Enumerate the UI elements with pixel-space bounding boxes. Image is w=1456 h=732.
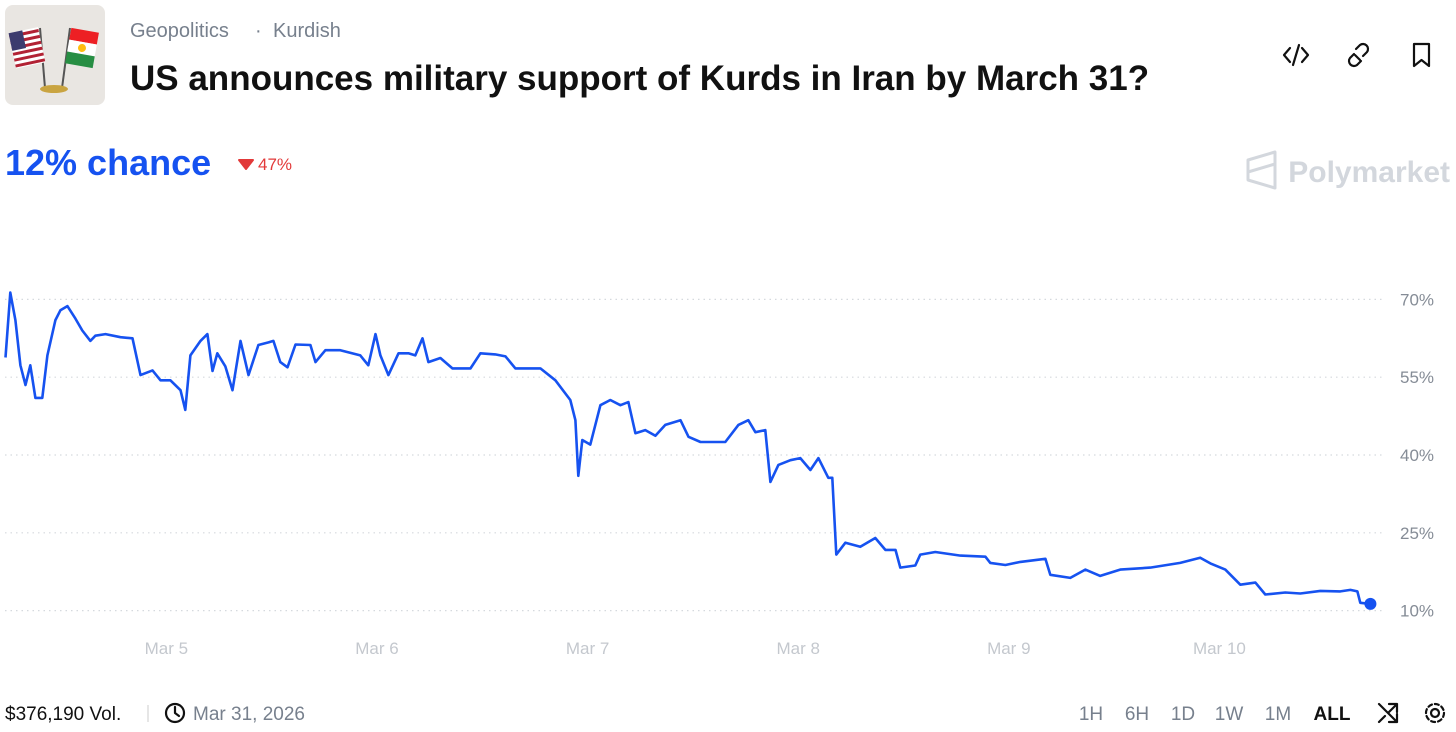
tag[interactable]: Kurdish	[273, 20, 341, 42]
market-title: US announces military support of Kurds i…	[130, 59, 1149, 98]
y-tick-label: 10%	[1400, 602, 1434, 621]
change-arrow	[238, 159, 254, 170]
range-button[interactable]: 6H	[1125, 704, 1149, 725]
category[interactable]: Geopolitics	[130, 20, 229, 42]
clock-icon	[164, 702, 186, 724]
end-date: Mar 31, 2026	[193, 704, 305, 725]
brand-name: Polymarket	[1288, 156, 1450, 189]
x-tick-label: Mar 8	[776, 639, 819, 658]
range-selector: 1H 6H 1D 1W 1M ALL	[1079, 704, 1351, 725]
change: 47%	[258, 155, 292, 174]
settings-icon[interactable]	[1424, 702, 1446, 724]
x-tick-label: Mar 5	[145, 639, 188, 658]
x-tick-label: Mar 10	[1193, 639, 1246, 658]
range-button[interactable]: ALL	[1314, 704, 1351, 725]
range-button[interactable]: 1W	[1215, 704, 1244, 725]
price-line	[4, 291, 1371, 606]
range-button[interactable]: 1D	[1171, 704, 1195, 725]
current-point	[1364, 597, 1377, 610]
probability: 12% chance	[5, 142, 211, 183]
shuffle-icon[interactable]	[1377, 702, 1399, 724]
range-button[interactable]: 1M	[1265, 704, 1291, 725]
embed-icon[interactable]	[1282, 43, 1310, 67]
y-tick-label: 25%	[1400, 524, 1434, 543]
y-tick-label: 55%	[1400, 368, 1434, 387]
y-tick-label: 40%	[1400, 446, 1434, 465]
market-thumbnail	[5, 5, 105, 105]
range-button[interactable]: 1H	[1079, 704, 1103, 725]
plot: 10% 25% 40% 55% 70% Mar 5 Mar 6 Mar 7 Mar 8 Mar 9…	[4, 290, 1434, 658]
volume: $376,190 Vol.	[5, 704, 121, 725]
x-tick-label: Mar 7	[566, 639, 609, 658]
x-tick-label: Mar 9	[987, 639, 1030, 658]
bookmark-icon[interactable]	[1412, 42, 1431, 68]
y-tick-label: 70%	[1400, 290, 1434, 309]
link-icon[interactable]	[1347, 42, 1370, 68]
x-tick-label: Mar 6	[355, 639, 398, 658]
brand-logo: Polymarket	[1246, 150, 1450, 190]
separator: ·	[255, 20, 262, 42]
